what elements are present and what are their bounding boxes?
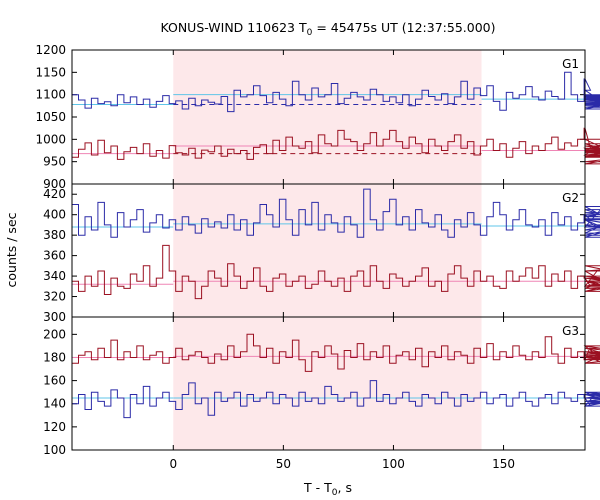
y-tick-label: 950 (43, 155, 66, 169)
plot-area: 90095010001050110011501200G1300320340360… (35, 43, 600, 471)
y-tick-label: 1100 (35, 88, 66, 102)
y-tick-label: 140 (43, 397, 66, 411)
highlight-interval (173, 50, 482, 450)
y-tick-label: 420 (43, 187, 66, 201)
y-tick-label: 900 (43, 177, 66, 191)
y-tick-label: 1000 (35, 132, 66, 146)
lightcurve-series-red (72, 333, 600, 372)
lightcurve-series-blue (72, 71, 600, 113)
y-tick-label: 400 (43, 208, 66, 222)
y-axis-label: counts / sec (4, 212, 19, 287)
lightcurve-series-red (72, 127, 600, 165)
panel-label: G2 (562, 191, 579, 205)
panel-label: G1 (562, 57, 579, 71)
lightcurve-series-blue (72, 380, 600, 419)
x-tick-label: 0 (169, 457, 177, 471)
y-tick-label: 100 (43, 443, 66, 457)
y-tick-label: 1150 (35, 65, 66, 79)
x-axis-label: T - T0, s (303, 480, 352, 498)
panel-label: G3 (562, 324, 579, 338)
y-tick-label: 180 (43, 350, 66, 364)
y-tick-label: 340 (43, 269, 66, 283)
y-tick-label: 160 (43, 374, 66, 388)
x-tick-label: 100 (382, 457, 405, 471)
y-tick-label: 200 (43, 327, 66, 341)
x-tick-label: 150 (492, 457, 515, 471)
lightcurve-series-blue (72, 188, 600, 238)
x-tick-label: 50 (276, 457, 291, 471)
chart-title: KONUS-WIND 110623 T0 = 45475s UT (12:37:… (160, 20, 495, 38)
y-tick-label: 300 (43, 310, 66, 324)
y-tick-label: 380 (43, 228, 66, 242)
lightcurve-series-red (72, 244, 600, 300)
y-tick-label: 120 (43, 420, 66, 434)
y-tick-label: 360 (43, 249, 66, 263)
y-tick-label: 1050 (35, 110, 66, 124)
y-tick-label: 1200 (35, 43, 66, 57)
y-tick-label: 320 (43, 290, 66, 304)
panel-frame (71, 316, 586, 451)
